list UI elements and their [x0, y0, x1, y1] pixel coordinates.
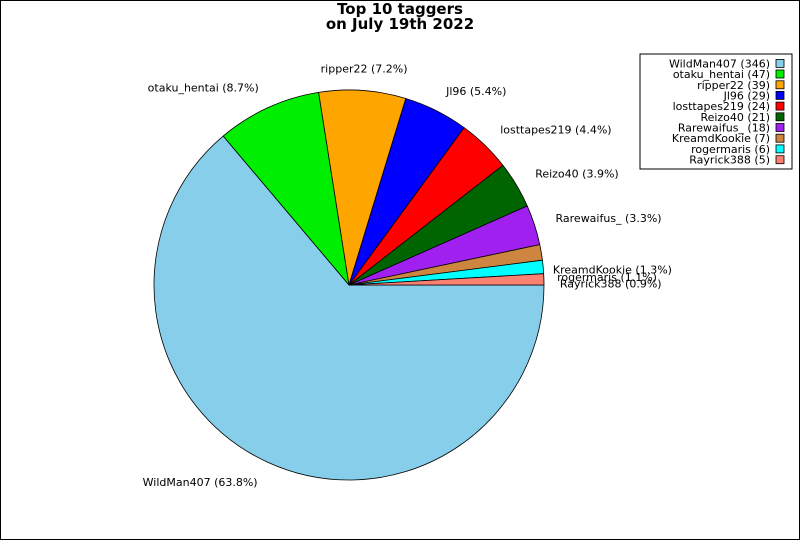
- label-losttapes219: losttapes219 (4.4%): [500, 123, 611, 136]
- legend-swatch-losttapes219: [775, 101, 785, 111]
- legend-entry-jl96: Jl96 (29): [723, 89, 770, 102]
- slice-wildman407: [153, 135, 545, 481]
- chart-title: Top 10 taggers on July 19th 2022: [0, 2, 800, 32]
- label-jl96: Jl96 (5.4%): [445, 85, 506, 98]
- label-reizo40: Reizo40 (3.9%): [535, 168, 619, 181]
- legend-entry-rogermaris: rogermaris (6): [691, 143, 770, 156]
- legend-entry-otaku-hentai: otaku_hentai (47): [673, 68, 770, 81]
- legend-entry-reizo40: Reizo40 (21): [700, 111, 770, 124]
- label-rogermaris: rogermaris (1.1%): [557, 271, 657, 284]
- label-ripper22: ripper22 (7.2%): [321, 63, 408, 76]
- legend-swatch-ripper22: [775, 80, 785, 90]
- slice-rayrick388: [348, 273, 545, 286]
- legend-swatch-rarewaifus: [775, 123, 785, 132]
- legend-entry-wildman407: WildMan407 (346): [669, 57, 770, 70]
- legend-swatch-rayrick388: [775, 155, 785, 165]
- legend-entry-rarewaifus: Rarewaifus_ (18): [678, 122, 770, 135]
- label-rarewaifus: Rarewaifus_ (3.3%): [556, 212, 662, 225]
- legend-swatch-jl96: [775, 91, 785, 100]
- label-wildman407: WildMan407 (63.8%): [143, 476, 258, 489]
- chart-title-line2: on July 19th 2022: [325, 15, 475, 33]
- legend-swatch-kreamdkookie: [775, 133, 785, 143]
- legend-box: [639, 53, 793, 170]
- label-rayrick388: Rayrick388 (0.9%): [560, 278, 662, 291]
- legend-swatch-rogermaris: [775, 144, 785, 154]
- legend-entry-losttapes219: losttapes219 (24): [673, 100, 770, 113]
- legend-entry-ripper22: ripper22 (39): [697, 79, 770, 92]
- pie-slices: [153, 89, 545, 481]
- legend-entry-rayrick388: Rayrick388 (5): [689, 154, 770, 167]
- label-otaku-hentai: otaku_hentai (8.7%): [148, 82, 259, 95]
- legend: WildMan407 (346)otaku_hentai (47)ripper2…: [639, 53, 793, 170]
- slice-otaku-hentai: [222, 91, 350, 286]
- label-kreamdkookie: KreamdKookie (1.3%): [553, 264, 672, 277]
- chart-title-line1: Top 10 taggers: [337, 0, 463, 18]
- legend-swatch-otaku-hentai: [775, 69, 785, 79]
- legend-entry-kreamdkookie: KreamdKookie (7): [672, 132, 770, 145]
- legend-swatch-reizo40: [775, 112, 785, 122]
- legend-swatch-wildman407: [775, 59, 785, 68]
- slice-labels: WildMan407 (63.8%) otaku_hentai (8.7%) rip…: [143, 63, 672, 489]
